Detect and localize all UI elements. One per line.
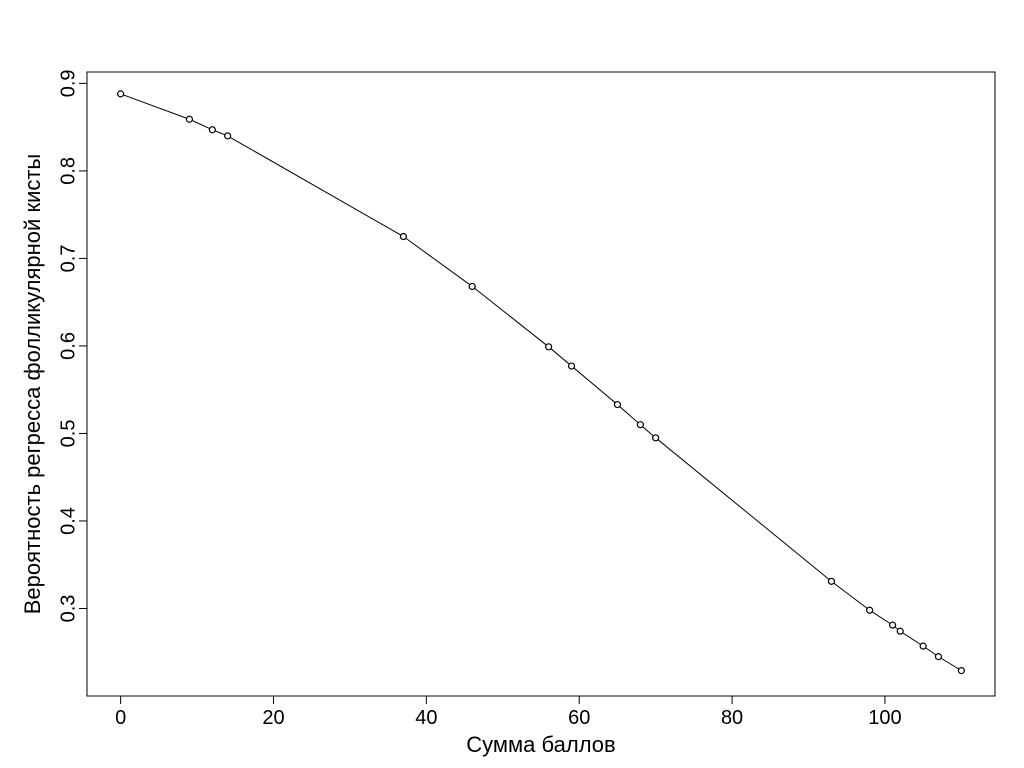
data-point: [208, 126, 216, 134]
series-group: [117, 90, 965, 675]
y-tick-label: 0.7: [57, 245, 79, 273]
data-point: [919, 642, 927, 650]
data-point: [934, 653, 943, 661]
x-tick-label: 0: [115, 707, 126, 729]
y-axis: 0.3 0.4 0.5 0.6 0.7 0.8 0.9: [57, 69, 88, 623]
data-point: [468, 282, 476, 291]
y-tick-label: 0.4: [57, 507, 79, 535]
y-axis-title: Вероятность регресса фолликулярной кисты: [20, 154, 45, 615]
data-point: [613, 400, 622, 409]
x-tick-label: 60: [568, 707, 590, 729]
data-point: [117, 90, 125, 98]
data-point: [636, 421, 644, 429]
data-point: [185, 115, 194, 123]
y-tick-label: 0.3: [57, 595, 79, 623]
data-point: [827, 577, 836, 585]
y-tick-label: 0.8: [57, 157, 79, 185]
x-tick-label: 100: [868, 707, 901, 729]
data-point: [545, 343, 553, 351]
data-point: [224, 132, 232, 140]
x-tick-label: 80: [721, 707, 743, 729]
data-point: [896, 627, 904, 635]
x-axis-title: Сумма баллов: [466, 732, 615, 757]
y-tick-label: 0.9: [57, 69, 79, 97]
x-tick-label: 20: [262, 707, 284, 729]
data-point: [567, 362, 576, 370]
data-point: [399, 232, 408, 241]
x-tick-label: 40: [415, 707, 437, 729]
data-point: [957, 667, 965, 675]
data-point: [652, 434, 660, 442]
series-line: [120, 93, 962, 672]
y-tick-label: 0.6: [57, 332, 79, 360]
data-point: [866, 606, 874, 614]
data-point: [888, 621, 897, 629]
y-tick-label: 0.5: [57, 420, 79, 448]
x-axis: 0 20 40 60 80 100: [115, 695, 902, 729]
